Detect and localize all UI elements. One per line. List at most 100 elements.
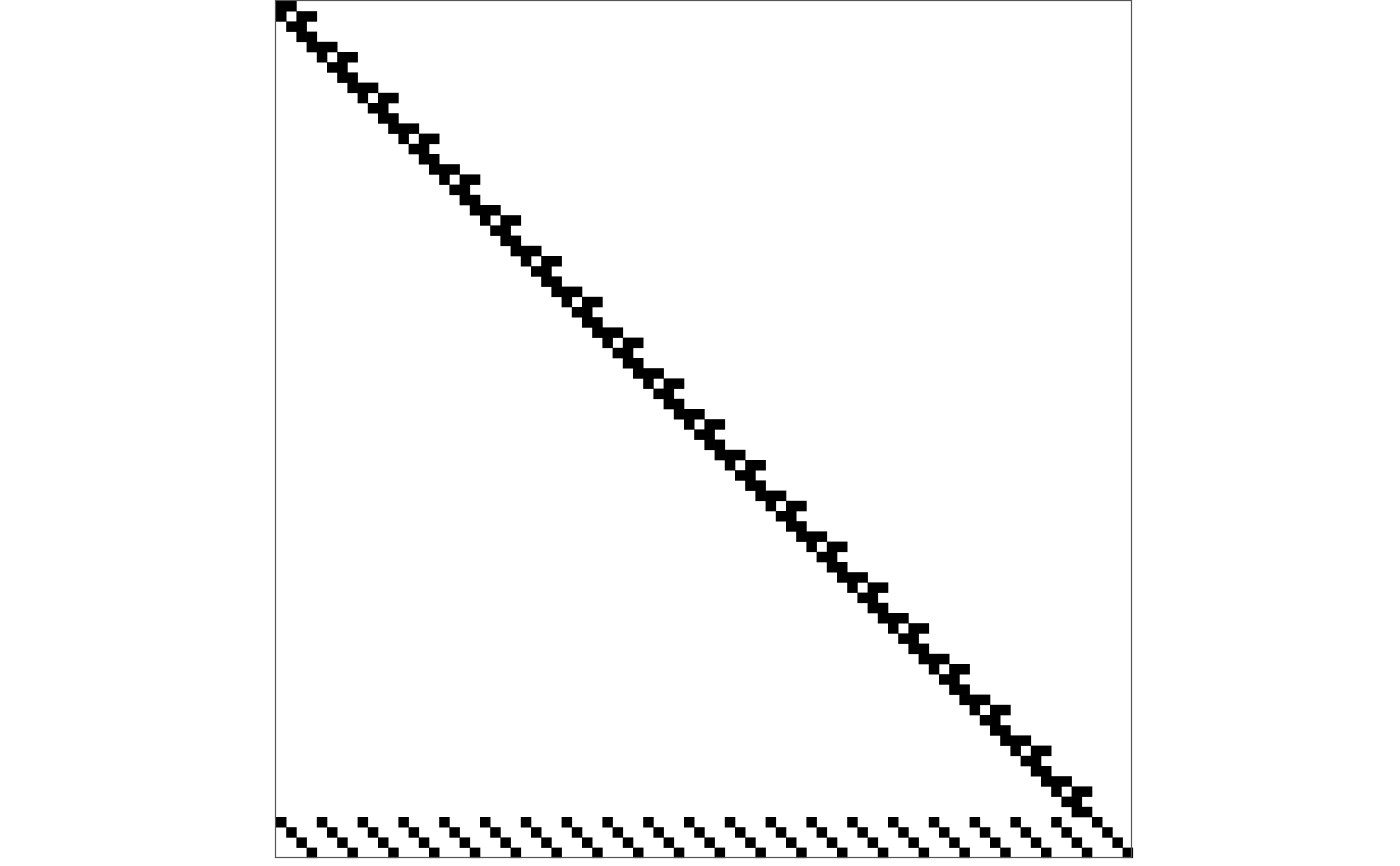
- nonzero-cell: [673, 847, 685, 859]
- nonzero-cell: [429, 847, 440, 859]
- nonzero-cell: [612, 327, 624, 338]
- nonzero-cell: [1051, 776, 1062, 787]
- nonzero-cell: [826, 562, 838, 573]
- nonzero-cell: [714, 419, 726, 430]
- nonzero-cell: [990, 725, 1001, 736]
- nonzero-cell: [449, 827, 460, 838]
- nonzero-cell: [694, 409, 705, 420]
- nonzero-cell: [979, 715, 991, 726]
- nonzero-cell: [898, 633, 909, 644]
- nonzero-cell: [959, 847, 970, 859]
- nonzero-cell: [1071, 806, 1083, 818]
- nonzero-cell: [643, 368, 654, 379]
- nonzero-cell: [1081, 847, 1093, 859]
- nonzero-cell: [469, 847, 481, 859]
- nonzero-cell: [939, 827, 950, 838]
- nonzero-cell: [296, 31, 307, 43]
- nonzero-cell: [745, 480, 756, 491]
- nonzero-cell: [959, 694, 970, 706]
- nonzero-cell: [459, 194, 471, 206]
- nonzero-cell: [520, 245, 532, 257]
- nonzero-cell: [571, 827, 583, 838]
- nonzero-cell: [1102, 827, 1113, 838]
- nonzero-cell: [663, 378, 675, 389]
- nonzero-cell: [745, 470, 756, 481]
- nonzero-cell: [1030, 766, 1042, 777]
- nonzero-cell: [367, 827, 379, 838]
- nonzero-cell: [979, 694, 991, 706]
- nonzero-cell: [561, 296, 573, 308]
- nonzero-cell: [531, 245, 542, 257]
- nonzero-cell: [837, 562, 848, 573]
- nonzero-cell: [877, 582, 889, 593]
- nonzero-cell: [561, 817, 573, 828]
- nonzero-cell: [796, 847, 807, 859]
- nonzero-cell: [888, 613, 899, 624]
- nonzero-cell: [990, 715, 1001, 726]
- nonzero-cell: [276, 817, 287, 828]
- nonzero-cell: [898, 827, 909, 838]
- nonzero-cell: [755, 847, 766, 859]
- nonzero-cell: [735, 827, 746, 838]
- nonzero-cell: [735, 470, 746, 481]
- nonzero-cell: [949, 664, 960, 675]
- nonzero-cell: [1081, 786, 1093, 797]
- nonzero-cell: [969, 694, 981, 706]
- nonzero-cell: [918, 847, 930, 859]
- nonzero-cell: [969, 817, 981, 828]
- nonzero-cell: [622, 358, 634, 369]
- nonzero-cell: [918, 643, 930, 655]
- nonzero-cell: [786, 521, 797, 532]
- nonzero-cell: [1000, 704, 1011, 716]
- nonzero-cell: [357, 817, 369, 828]
- nonzero-cell: [949, 684, 960, 695]
- nonzero-cell: [867, 592, 879, 604]
- nonzero-cell: [500, 235, 511, 247]
- nonzero-cell: [939, 653, 950, 665]
- nonzero-cell: [1071, 837, 1083, 848]
- nonzero-cell: [745, 460, 756, 471]
- nonzero-cell: [1041, 766, 1052, 777]
- nonzero-cell: [571, 307, 583, 318]
- nonzero-cell: [867, 582, 879, 593]
- nonzero-cell: [582, 837, 593, 848]
- nonzero-cell: [908, 623, 919, 634]
- nonzero-cell: [816, 551, 828, 563]
- nonzero-cell: [602, 327, 613, 338]
- nonzero-cell: [612, 827, 624, 838]
- nonzero-cell: [939, 674, 950, 685]
- nonzero-cell: [990, 837, 1001, 848]
- nonzero-cell: [826, 541, 838, 553]
- nonzero-cell: [1020, 827, 1032, 838]
- nonzero-cell: [949, 837, 960, 848]
- nonzero-cell: [286, 21, 297, 32]
- nonzero-cell: [969, 704, 981, 716]
- nonzero-cell: [388, 113, 399, 124]
- nonzero-cell: [1051, 817, 1062, 828]
- nonzero-cell: [429, 133, 440, 145]
- nonzero-cell: [439, 817, 450, 828]
- nonzero-cell: [755, 480, 766, 491]
- nonzero-cell: [633, 847, 644, 859]
- nonzero-cell: [826, 837, 838, 848]
- nonzero-cell: [694, 429, 705, 440]
- nonzero-cell: [378, 837, 389, 848]
- nonzero-cell: [990, 704, 1001, 716]
- nonzero-cell: [877, 847, 889, 859]
- nonzero-cell: [643, 817, 654, 828]
- nonzero-cell: [306, 31, 318, 43]
- nonzero-cell: [541, 276, 552, 287]
- nonzero-cell: [888, 817, 899, 828]
- nonzero-cell: [1030, 745, 1042, 757]
- nonzero-cell: [908, 633, 919, 644]
- nonzero-cell: [551, 286, 562, 298]
- nonzero-cell: [592, 847, 603, 859]
- nonzero-cell: [826, 551, 838, 563]
- nonzero-cell: [490, 205, 501, 216]
- nonzero-cell: [949, 674, 960, 685]
- nonzero-cell: [316, 817, 328, 828]
- nonzero-cell: [398, 133, 409, 145]
- nonzero-cell: [775, 511, 787, 522]
- nonzero-cell: [612, 347, 624, 359]
